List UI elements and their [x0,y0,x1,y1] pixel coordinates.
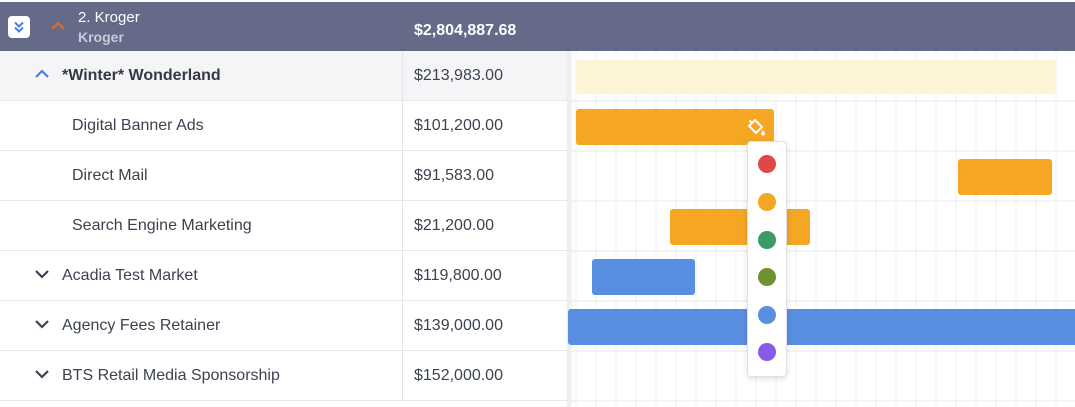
row-amount: $21,200.00 [414,217,495,234]
chevron-down-icon[interactable] [34,368,50,380]
group-subtitle: Kroger [78,29,124,45]
row-name: *Winter* Wonderland [62,67,221,84]
group-header: 2. Kroger Kroger $2,804,887.68 [0,2,1075,51]
row-amount: $119,800.00 [414,267,502,284]
table-row-search-engine-marketing[interactable]: Search Engine Marketing $21,200.00 [0,201,568,251]
chevron-down-icon[interactable] [34,268,50,280]
timeline-bar-direct-mail[interactable] [958,159,1052,195]
row-name: BTS Retail Media Sponsorship [62,367,280,384]
column-divider [402,251,403,301]
timeline-bar-agency-fees-retainer[interactable] [568,309,1075,345]
timeline-bar-winter-wonderland[interactable] [576,60,1056,94]
row-amount: $101,200.00 [414,117,503,134]
color-swatch-olive[interactable] [758,268,776,286]
timeline-bar-digital-banner-ads[interactable] [576,109,774,145]
color-palette-popup [747,141,787,377]
timeline-bar-search-engine-marketing[interactable] [670,209,810,245]
color-swatch-orange[interactable] [758,193,776,211]
group-title: 2. Kroger [78,9,140,26]
table-row-acadia-test-market[interactable]: Acadia Test Market $119,800.00 [0,251,568,301]
timeline-pane [570,51,1075,407]
column-divider [402,101,403,151]
color-swatch-blue[interactable] [758,306,776,324]
color-swatch-purple[interactable] [758,343,776,361]
timeline-bar-acadia-test-market[interactable] [592,259,695,295]
row-amount: $152,000.00 [414,367,503,384]
double-chevron-down-icon [14,21,24,33]
row-name: Agency Fees Retainer [62,317,221,334]
row-name: Acadia Test Market [62,267,198,284]
column-divider [402,201,403,251]
collapse-all-button[interactable] [8,16,30,38]
row-amount: $139,000.00 [414,317,503,334]
group-total-amount: $2,804,887.68 [414,22,517,39]
table-row-digital-banner-ads[interactable]: Digital Banner Ads $101,200.00 [0,101,568,151]
table-row-direct-mail[interactable]: Direct Mail $91,583.00 [0,151,568,201]
column-divider [402,301,403,351]
column-divider [402,351,403,401]
chevron-down-icon[interactable] [34,318,50,330]
paint-bucket-icon[interactable] [746,117,766,137]
row-name: Digital Banner Ads [72,117,204,134]
table-row-winter-wonderland[interactable]: *Winter* Wonderland $213,983.00 [0,51,568,101]
column-divider [402,51,403,101]
campaign-grid: *Winter* Wonderland $213,983.00 Digital … [0,51,568,407]
table-row-agency-fees-retainer[interactable]: Agency Fees Retainer $139,000.00 [0,301,568,351]
row-name: Direct Mail [72,167,148,184]
row-amount: $91,583.00 [414,167,495,184]
column-divider [402,151,403,201]
chevron-up-icon[interactable] [50,20,66,32]
row-amount: $213,983.00 [414,67,503,84]
row-name: Search Engine Marketing [72,217,252,234]
chevron-up-icon[interactable] [34,68,50,80]
color-swatch-green[interactable] [758,231,776,249]
color-swatch-red[interactable] [758,155,776,173]
table-row-bts-retail-media-sponsorship[interactable]: BTS Retail Media Sponsorship $152,000.00 [0,351,568,401]
pane-splitter[interactable] [567,51,570,407]
timeline-grid [570,51,1075,407]
